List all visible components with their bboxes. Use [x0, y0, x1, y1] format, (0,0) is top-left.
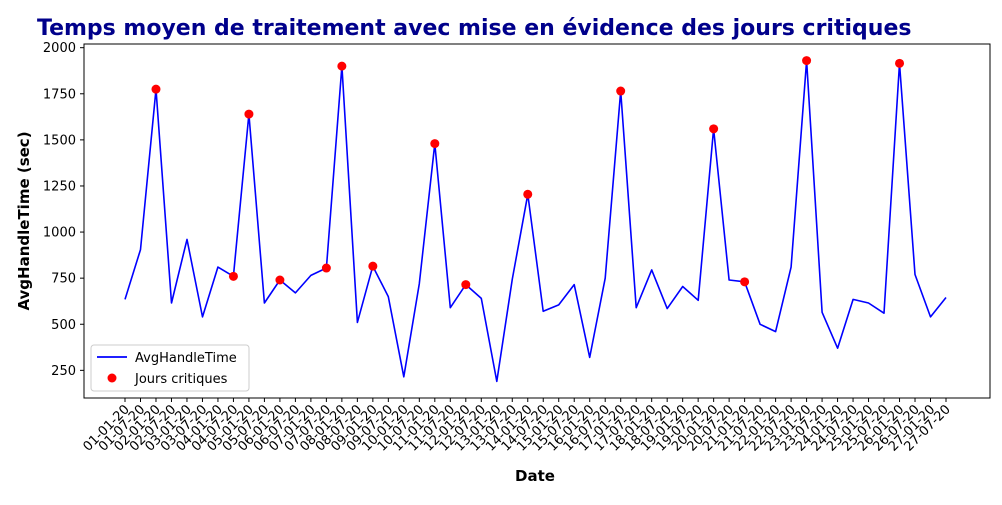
y-tick-label: 1000 — [43, 226, 76, 241]
y-tick-label: 750 — [51, 272, 76, 287]
y-tick-label: 2000 — [43, 41, 76, 56]
legend-box — [90, 344, 250, 392]
critical-day-point — [740, 277, 750, 287]
legend-marker-swatch — [107, 373, 117, 383]
y-tick-label: 500 — [51, 318, 76, 333]
axes-frame — [83, 43, 991, 399]
plot-area: 2505007501000125015001750200001-01-2001-… — [43, 41, 991, 455]
critical-day-point — [523, 189, 533, 199]
chart-title: Temps moyen de traitement avec mise en é… — [37, 16, 911, 41]
critical-day-point — [461, 280, 471, 290]
legend-label-avghandletime: AvgHandleTime — [135, 351, 237, 366]
x-axis-label: Date — [515, 467, 555, 485]
critical-day-point — [244, 109, 254, 119]
critical-day-point — [895, 58, 905, 68]
y-tick-label: 1250 — [43, 179, 76, 194]
critical-day-point — [151, 84, 161, 94]
y-axis-label: AvgHandleTime (sec) — [15, 131, 33, 310]
y-tick-label: 250 — [51, 364, 76, 379]
critical-day-point — [616, 86, 626, 96]
legend-label-jours-critiques: Jours critiques — [134, 372, 228, 387]
critical-day-point — [430, 139, 440, 149]
legend: AvgHandleTime Jours critiques — [90, 344, 250, 392]
critical-day-point — [802, 56, 812, 66]
critical-day-point — [709, 124, 719, 134]
critical-day-point — [337, 61, 347, 71]
critical-day-point — [321, 263, 331, 273]
series-line-avghandletime — [124, 59, 947, 383]
critical-day-point — [368, 261, 378, 271]
y-tick-label: 1750 — [43, 87, 76, 102]
critical-day-point — [228, 271, 238, 281]
critical-day-point — [275, 275, 285, 285]
y-tick-label: 1500 — [43, 133, 76, 148]
